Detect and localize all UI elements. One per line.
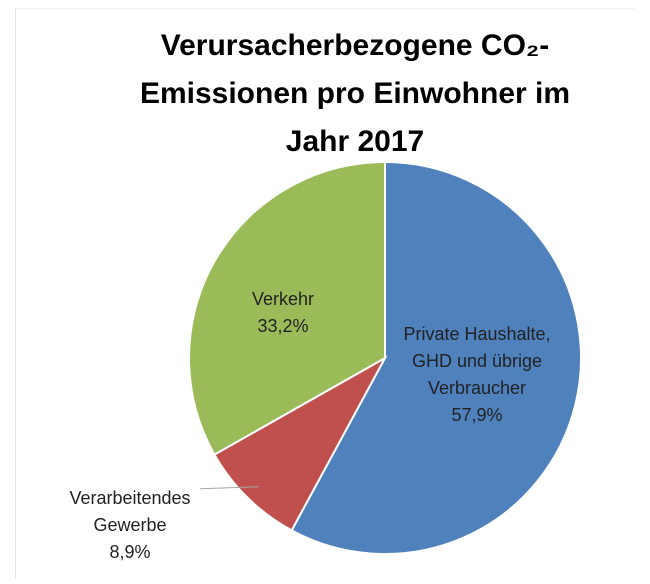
value-label: 33,2% — [257, 316, 309, 336]
data-label: Verarbeitendes Gewerbe 8,9% — [40, 485, 220, 566]
leader-line — [199, 486, 259, 490]
pie-slice — [290, 160, 582, 555]
data-label: Verkehr 33,2% — [218, 286, 348, 340]
category-label: Verkehr — [251, 289, 315, 309]
data-label: Private Haushalte, GHD und übrige Verbra… — [392, 321, 562, 429]
pie-slice — [213, 355, 388, 532]
chart-frame — [15, 8, 635, 579]
value-label: 57,9% — [451, 405, 503, 425]
value-label: 8,9% — [109, 541, 151, 562]
category-label: Verarbeitendes Gewerbe — [69, 487, 191, 535]
pie-slice — [188, 160, 386, 456]
category-label: Private Haushalte, GHD und übrige Verbra… — [403, 324, 551, 398]
chart-title: Verursacherbezogene CO₂-Emissionen pro E… — [139, 29, 571, 158]
